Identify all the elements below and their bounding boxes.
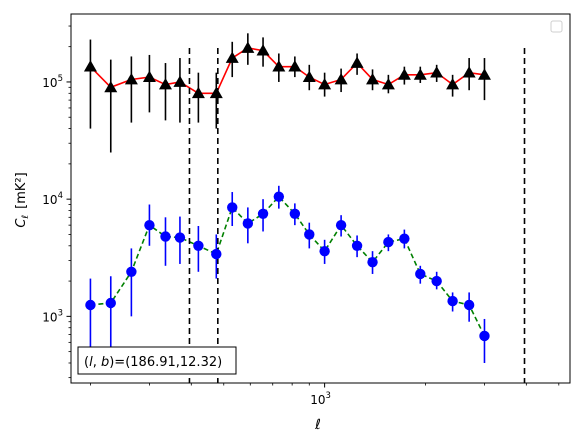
series-1-point-21 [431, 275, 442, 287]
series-1-point-8 [227, 202, 238, 213]
series-0-point-19 [397, 68, 411, 80]
series-0-point-12 [288, 60, 302, 72]
series-0-point-22 [446, 78, 460, 90]
series-0-point-9 [241, 41, 255, 53]
series-1-point-24 [479, 330, 490, 342]
series-1-point-9 [242, 218, 254, 229]
series-0-point-14 [318, 78, 332, 90]
series-0-point-20 [413, 68, 427, 80]
error-bars [89, 33, 486, 363]
series-1-point-1 [105, 297, 116, 309]
series-1-point-10 [257, 208, 269, 219]
series-1-point-6 [193, 240, 204, 251]
annotation-box: (l, b)=(186.91,12.32) [77, 346, 237, 375]
series-0-point-8 [225, 51, 239, 63]
series-1-point-3 [144, 219, 155, 231]
series-0-point-17 [366, 72, 380, 85]
series-1-point-22 [447, 295, 458, 307]
series-0-point-2 [124, 72, 138, 85]
series-0-point-7 [209, 86, 223, 99]
y-tick-label-1: 104 [42, 191, 63, 207]
series-0-point-18 [381, 78, 395, 90]
y-tick-label-0: 103 [42, 308, 63, 324]
series-0-point-10 [256, 44, 270, 56]
series-0-point-23 [462, 66, 476, 78]
series-0-point-13 [302, 70, 316, 82]
series-0-point-16 [350, 56, 364, 68]
series-0-point-21 [430, 66, 444, 78]
series-1-point-15 [335, 219, 347, 231]
y-axis-label: Cℓ[mK²] [14, 172, 31, 227]
series-0-point-6 [191, 86, 205, 99]
series-1-point-14 [319, 245, 330, 257]
series-1-point-0 [85, 299, 96, 311]
annotation-text: (l, b)=(186.91,12.32) [84, 355, 222, 370]
data-markers [83, 41, 491, 342]
legend-box [550, 20, 563, 33]
series-0-point-4 [158, 78, 172, 90]
series-1-point-13 [304, 229, 315, 240]
series-0-point-15 [334, 72, 348, 85]
y-tick-label-2: 105 [42, 74, 63, 90]
series-1-point-20 [415, 268, 426, 280]
x-axis-label: ℓ [314, 417, 321, 433]
plot-frame [70, 13, 571, 384]
series-0-point-1 [104, 80, 118, 93]
series-0-point-24 [477, 68, 491, 80]
series-1-point-17 [367, 256, 378, 268]
series-1-point-23 [463, 299, 475, 311]
vertical-dashed-lines [188, 48, 526, 383]
series-0-point-0 [83, 60, 97, 72]
series-1-point-7 [211, 248, 222, 260]
series-0-point-5 [173, 75, 187, 87]
series-1-point-5 [174, 232, 186, 243]
series-1-point-4 [160, 231, 171, 242]
series-1-point-18 [383, 236, 394, 248]
series-1-point-2 [126, 266, 137, 277]
series-1-point-19 [399, 233, 410, 244]
series-1-point-11 [273, 191, 285, 202]
series-1-point-12 [289, 208, 301, 219]
x-tick-label-0: 103 [310, 391, 331, 407]
series-1-point-16 [351, 240, 363, 251]
series-0-point-3 [142, 70, 156, 82]
series-0-point-11 [272, 60, 286, 72]
axis-ticks: 103 103 104 105 [42, 25, 560, 407]
